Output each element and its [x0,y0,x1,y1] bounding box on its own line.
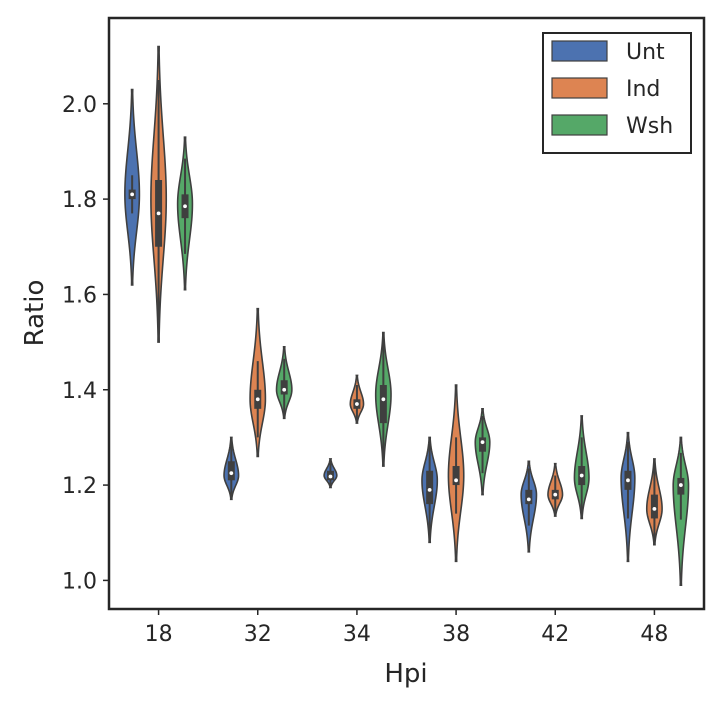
plot-frame [107,16,706,611]
violin-median-point [454,478,458,483]
y-tick-label: 1.6 [62,283,97,308]
x-tick-label: 48 [640,622,668,647]
legend-swatch-ind [551,77,608,99]
violin-median-point [282,387,287,392]
violin-median-point [579,473,584,478]
legend-swatch-unt [551,40,608,62]
x-tick-label: 38 [442,622,470,647]
violin-median-point [652,507,657,511]
x-tick-label: 32 [244,622,272,647]
legend-label-wsh: Wsh [626,114,673,139]
violin-median-point [229,471,234,476]
violin-median-point [328,474,333,479]
y-tick-label: 1.0 [62,569,97,594]
violin-median-point [130,192,135,197]
legend-label-ind: Ind [626,77,660,102]
x-axis-ticks: 18 32 34 38 42 48 [145,609,668,647]
y-tick-label: 1.4 [62,379,97,404]
legend-swatch-wsh [551,114,608,136]
y-tick-label: 1.8 [62,188,97,213]
violin-median-point [626,478,630,483]
y-axis-ticks: 1.0 1.2 1.4 1.6 1.8 2.0 [62,93,109,594]
violin-median-point [526,497,531,502]
y-tick-label: 2.0 [62,93,97,118]
violin-plot-area [124,45,690,586]
violin-median-point [678,483,683,487]
violin-median-point [355,402,359,406]
legend: Unt Ind Wsh [542,32,692,154]
x-tick-label: 18 [145,622,173,647]
violin-median-point [427,487,432,492]
violin-median-point [480,440,485,445]
legend-label-unt: Unt [626,40,665,65]
violin-median-point [183,204,187,209]
x-tick-label: 42 [541,622,569,647]
violin-median-point [255,397,260,402]
y-axis-label: Ratio [20,280,50,347]
violin-median-point [553,492,558,497]
x-tick-label: 34 [343,622,371,647]
violin-median-point [156,211,161,216]
x-axis-label: Hpi [384,659,427,689]
y-tick-label: 1.2 [62,474,97,499]
violin-median-point [381,397,386,402]
